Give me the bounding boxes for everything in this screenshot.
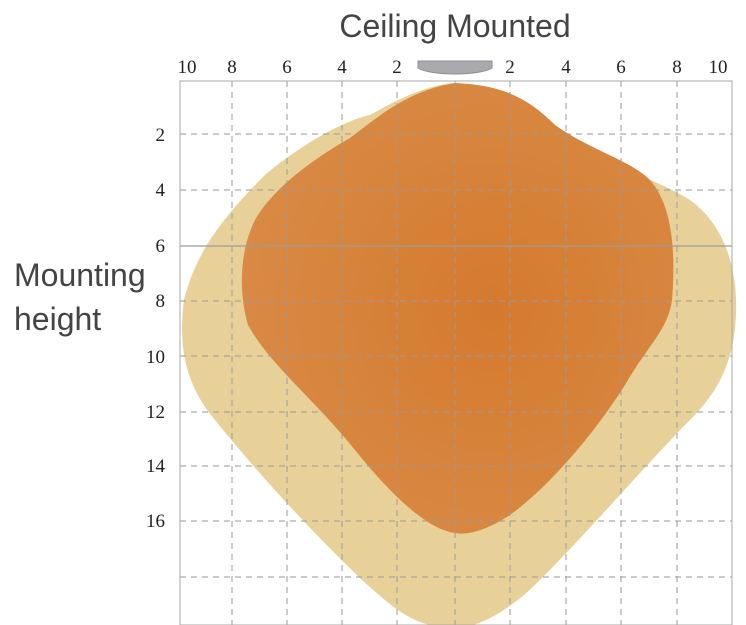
ceiling-fixture-icon [417,60,493,75]
top-tick-left-4: 4 [337,57,347,78]
left-tick-16: 16 [146,511,165,532]
left-axis-ticks: 2 4 6 8 10 12 14 16 [146,125,166,532]
y-axis-label-line-1: Mounting [14,257,146,293]
left-tick-10: 10 [146,347,165,368]
top-tick-right-2: 2 [505,57,515,78]
plot-frame [179,80,733,625]
top-tick-left-2: 2 [392,57,402,78]
top-tick-right-10: 10 [709,57,728,78]
left-tick-4: 4 [156,180,166,201]
top-tick-right-4: 4 [561,57,571,78]
left-tick-8: 8 [156,291,166,312]
top-tick-left-8: 8 [227,57,237,78]
left-tick-6: 6 [156,236,166,257]
left-tick-12: 12 [146,402,165,423]
top-tick-right-8: 8 [672,57,682,78]
left-tick-14: 14 [146,456,166,477]
top-axis-ticks: 10 8 6 4 2 2 4 6 8 10 [178,57,728,78]
top-tick-left-10: 10 [178,57,197,78]
y-axis-label-line-2: height [14,301,101,337]
diagram-title: Ceiling Mounted [339,8,570,44]
left-tick-2: 2 [156,125,166,146]
inner-coverage-pattern [241,83,674,534]
grid-lines [180,81,732,625]
top-tick-left-6: 6 [282,57,292,78]
top-tick-right-6: 6 [616,57,626,78]
y-axis-label: Mounting height [14,257,155,337]
